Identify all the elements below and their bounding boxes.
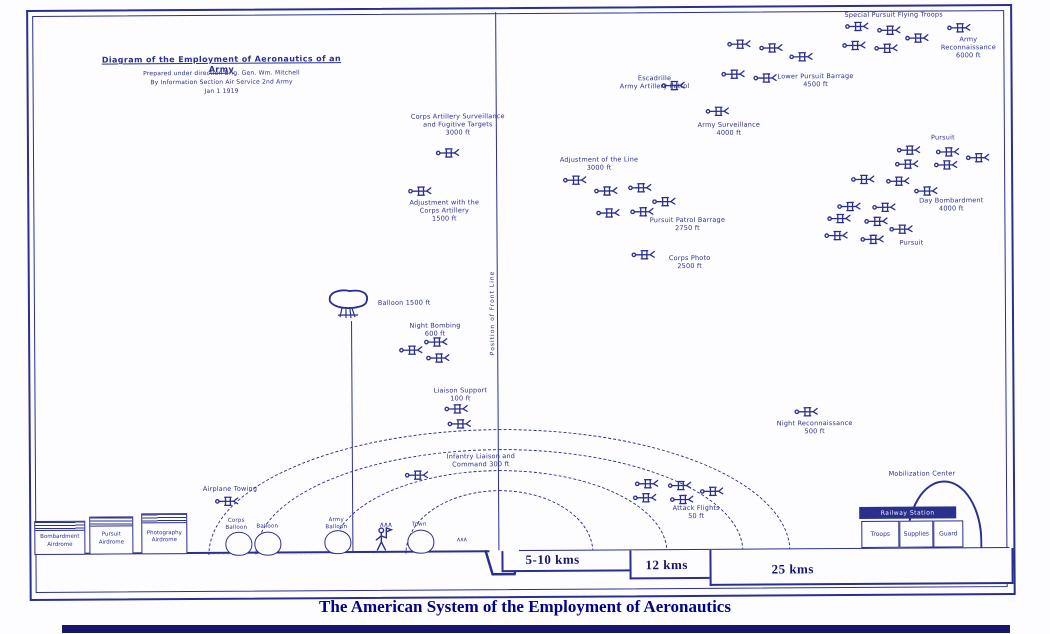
night-recon-label: Night Reconnaissance 500 ft: [776, 419, 853, 436]
biplane-icon: [933, 160, 958, 170]
balloon-bed-icon: [254, 531, 282, 556]
army-surveillance-label: Army Surveillance 4000 ft: [697, 120, 761, 137]
airplane-towing-label: Airplane Towing: [202, 484, 258, 493]
scale-step-3: 25 kms: [709, 548, 1014, 586]
biplane-icon: [699, 486, 724, 497]
balloon-bed-icon: [225, 531, 253, 556]
biplane-icon: [447, 419, 471, 429]
airdrome-label-2: Pursuit Airdrome: [98, 531, 124, 546]
escadrille-label: Escadrille Army Artillery Patrol: [619, 74, 690, 91]
biplane-icon: [896, 145, 921, 155]
diagram-subtitle-2: By Information Section Air Service 2nd A…: [150, 78, 293, 87]
biplane-icon: [705, 106, 729, 117]
biplane-icon: [905, 33, 929, 43]
biplane-icon: [889, 224, 913, 234]
airdrome-label-3: Photography Airdrome: [146, 529, 182, 544]
adjustment-line-label: Adjustment of the Line 3000 ft: [559, 155, 639, 172]
observation-balloon-icon: [328, 289, 368, 319]
biplane-icon: [886, 176, 910, 187]
attack-flights-label: Attack Flights 50 ft: [672, 503, 720, 521]
aa-guns-small-icon: ∧∧∧: [456, 536, 467, 544]
airdrome-label-1: Bombardment Airdrome: [40, 534, 80, 548]
adjustment-corps-label: Adjustment with the Corps Artillery 1500…: [409, 198, 480, 223]
bombardment-airdrome: Bombardment Airdrome: [34, 520, 86, 556]
biplane-icon: [404, 470, 429, 480]
pursuit-low-label: Pursuit: [899, 238, 924, 247]
biplane-icon: [894, 159, 919, 169]
scan-edge-strip: [62, 625, 1010, 633]
biplane-icon: [877, 25, 901, 36]
biplane-icon: [594, 186, 618, 196]
pursuit-airdrome: Pursuit Airdrome: [89, 516, 134, 555]
scale-step-2: 12 kms: [629, 549, 714, 580]
biplane-icon: [864, 216, 888, 227]
mobilization-label: Mobilization Center: [888, 469, 956, 478]
biplane-icon: [399, 345, 423, 355]
front-line-label: Position of Front Line: [488, 270, 497, 356]
biplane-icon: [444, 404, 468, 414]
day-bombardment-label: Day Bombardment 4000 ft: [919, 196, 984, 213]
biplane-icon: [860, 234, 884, 245]
pursuit-barrage-label: Pursuit Patrol Barrage 2750 ft: [649, 215, 726, 233]
biplane-icon: [408, 186, 432, 196]
army-recon-label: Army Reconnaissance 6000 ft: [940, 35, 996, 60]
scale-step-1: 5-10 kms: [501, 550, 634, 573]
biplane-icon: [759, 43, 783, 53]
biplane-icon: [628, 183, 652, 193]
soldier-icon: [375, 527, 393, 551]
biplane-icon: [214, 496, 239, 507]
biplane-icon: [827, 213, 851, 224]
roof-hatching: [35, 521, 85, 531]
biplane-icon: [872, 202, 896, 213]
biplane-icon: [596, 208, 620, 218]
diagram-subtitle-1: Prepared under direction Brig. Gen. Wm. …: [143, 69, 300, 78]
guard-cell: Guard: [933, 520, 964, 548]
balloon-bed-icon: [324, 530, 352, 555]
photography-airdrome: Photography Airdrome: [141, 513, 188, 555]
lower-pursuit-label: Lower Pursuit Barrage 4500 ft: [777, 71, 854, 89]
biplane-icon: [845, 21, 869, 32]
biplane-icon: [661, 80, 685, 91]
special-pursuit-label: Special Pursuit Flying Troops: [844, 10, 943, 20]
liaison-support-label: Liaison Support 100 ft: [433, 386, 488, 403]
corps-photo-label: Corps Photo 2500 ft: [668, 253, 711, 271]
biplane-icon: [634, 478, 659, 489]
biplane-icon: [935, 147, 960, 157]
biplane-icon: [842, 40, 866, 51]
diagram-date: Jan 1 1919: [204, 87, 239, 95]
troops-cell: Troops: [861, 520, 900, 548]
biplane-icon: [435, 148, 460, 158]
biplane-icon: [851, 174, 875, 185]
railway-station-sign: Railway Station: [859, 506, 957, 519]
supplies-cell: Supplies: [899, 520, 934, 548]
biplane-icon: [426, 353, 450, 363]
biplane-icon: [727, 39, 751, 49]
balloon-label: Balloon: [256, 523, 279, 530]
distance-label-3: 25 kms: [771, 561, 814, 577]
biplane-icon: [563, 175, 587, 185]
roof-hatching: [142, 514, 187, 524]
biplane-icon: [424, 337, 448, 347]
pursuit-high-label: Pursuit: [930, 133, 955, 142]
town-label: Town: [411, 521, 427, 528]
biplane-icon: [667, 480, 692, 491]
roof-hatching: [90, 517, 133, 527]
infantry-liaison-label: Infantry Liaison and Command 300 ft: [446, 452, 516, 469]
distance-label-1: 5-10 kms: [525, 551, 580, 568]
page-caption: The American System of the Employment of…: [319, 597, 731, 616]
biplane-icon: [947, 23, 971, 33]
town-icon: [407, 529, 435, 554]
biplane-icon: [632, 492, 657, 503]
biplane-icon: [874, 43, 898, 54]
biplane-icon: [721, 69, 745, 80]
biplane-icon: [965, 152, 990, 163]
biplane-icon: [794, 407, 818, 417]
corps-artillery-label: Corps Artillery Surveillance and Fugitiv…: [410, 112, 505, 137]
distance-label-2: 12 kms: [645, 557, 688, 573]
balloon-altitude-label: Balloon 1500 ft: [377, 298, 431, 307]
biplane-icon: [789, 52, 813, 62]
biplane-icon: [824, 230, 848, 241]
